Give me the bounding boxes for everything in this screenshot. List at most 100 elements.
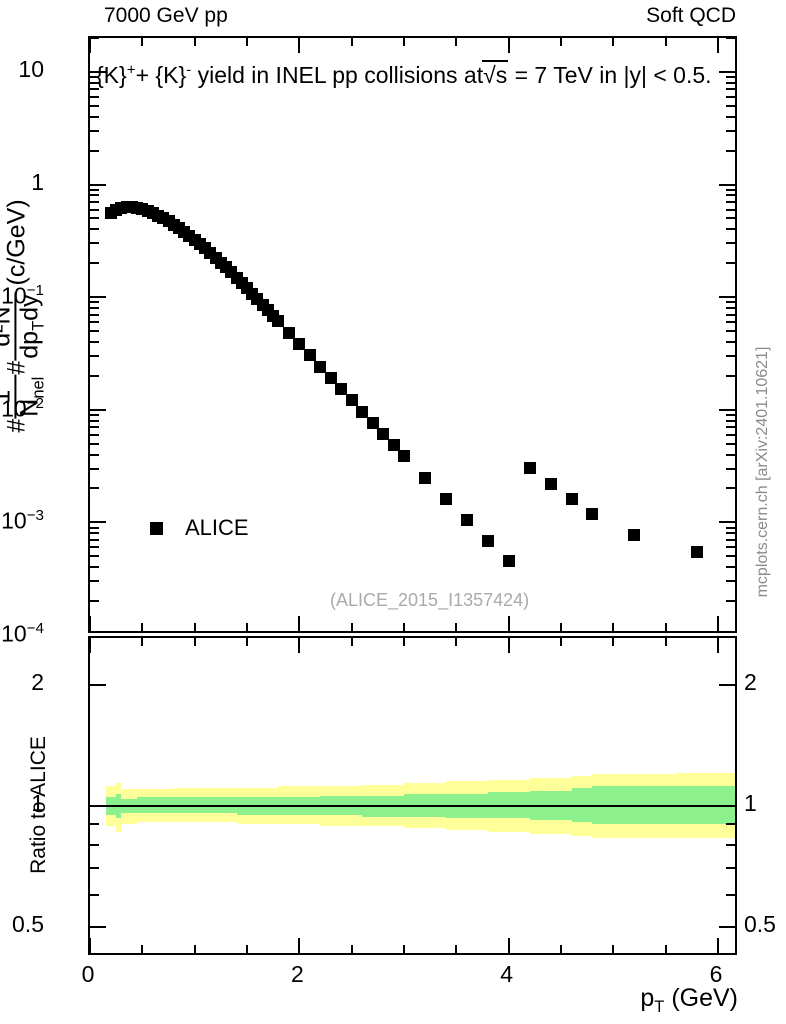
- main-x-tick-top: [664, 38, 667, 46]
- x-axis-title: pT (GeV): [640, 984, 738, 1017]
- x-axis-title-unit: (GeV): [664, 984, 738, 1012]
- main-y-tick-right: [726, 88, 735, 91]
- main-y-tick-right: [726, 115, 735, 118]
- data-point-marker: [565, 493, 578, 506]
- x-axis-title-sub: T: [654, 998, 665, 1016]
- main-y-tick-left: [90, 262, 99, 265]
- ratio-x-tick-bottom: [560, 945, 563, 953]
- main-y-tick-right: [726, 188, 735, 191]
- data-point-marker: [293, 337, 306, 350]
- main-y-tick-right: [726, 76, 735, 79]
- ratio-y-tick-right: [726, 823, 735, 826]
- main-y-tick-left: [90, 555, 99, 558]
- main-y-tick-left: [90, 330, 99, 333]
- ratio-x-tick-bottom: [717, 938, 720, 953]
- main-x-tick-bottom: [560, 623, 563, 631]
- main-x-tick-bottom: [298, 616, 301, 631]
- main-y-tick-right: [726, 38, 735, 39]
- source-credit-sidetext: mcplots.cern.ch [arXiv:2401.10621]: [748, 322, 778, 622]
- main-y-tick-right: [726, 217, 735, 220]
- data-point-marker: [481, 534, 494, 547]
- y-axis-title-den2-sub: T: [29, 320, 48, 331]
- main-x-tick-top: [717, 38, 720, 53]
- data-point-marker: [356, 405, 369, 418]
- analysis-id-watermark: (ALICE_2015_I1357424): [330, 590, 530, 610]
- ratio-x-tick-top: [455, 638, 458, 646]
- main-x-tick-bottom: [141, 623, 144, 631]
- data-point-marker: [398, 450, 411, 463]
- main-x-tick-bottom: [507, 616, 510, 631]
- main-y-tick-left: [90, 194, 99, 197]
- main-y-tick-left: [90, 546, 99, 549]
- main-y-tick-left: [90, 538, 99, 541]
- data-point-marker: [387, 439, 400, 452]
- ratio-y-tick-label: 0.5: [12, 910, 44, 937]
- ratio-x-tick-top: [350, 638, 353, 646]
- main-x-tick-top: [246, 38, 249, 46]
- main-y-tick-left: [90, 38, 99, 39]
- main-y-tick-right: [726, 262, 735, 265]
- ratio-x-tick-top: [664, 638, 667, 646]
- main-x-tick-bottom: [90, 616, 91, 631]
- main-y-tick-left: [90, 104, 99, 107]
- main-y-tick-left: [90, 296, 106, 299]
- ratio-y-tick-right: [726, 843, 735, 846]
- main-y-tick-right: [726, 374, 735, 377]
- main-y-tick-right: [726, 532, 735, 535]
- main-y-tick-right: [726, 413, 735, 416]
- ratio-x-tick-top: [717, 638, 720, 653]
- main-y-tick-left: [90, 95, 99, 98]
- plot-title-p4: = 7 TeV in |y| < 0.5: [508, 62, 706, 88]
- main-y-tick-right: [726, 340, 735, 343]
- data-point-marker: [418, 471, 431, 484]
- main-y-tick-left: [90, 188, 99, 191]
- main-y-tick-left: [90, 129, 99, 132]
- ratio-plot-panel: [88, 636, 737, 955]
- main-y-tick-label: 10−3: [1, 507, 44, 535]
- data-point-marker: [314, 360, 327, 373]
- ratio-x-tick-top: [246, 638, 249, 646]
- main-y-tick-right: [726, 194, 735, 197]
- main-y-tick-right: [726, 538, 735, 541]
- x-tick-label: 2: [290, 961, 304, 987]
- ratio-y-tick-right: [719, 925, 735, 928]
- ratio-y-tick-left: [90, 925, 106, 928]
- main-y-tick-right: [726, 580, 735, 583]
- ratio-x-tick-top: [298, 638, 301, 653]
- data-point-marker: [439, 493, 452, 506]
- main-y-tick-left: [90, 242, 99, 245]
- plot-title-sup1: +: [126, 61, 136, 79]
- main-plot-panel: [88, 36, 737, 633]
- main-plot-area: [90, 38, 735, 631]
- plot-title-p5: .: [705, 62, 712, 88]
- ratio-x-tick-top: [560, 638, 563, 646]
- legend[interactable]: ALICE: [150, 515, 249, 541]
- main-y-tick-left: [90, 149, 99, 152]
- main-y-tick-right: [726, 321, 735, 324]
- plot-title-p3: yield in INEL pp collisions at: [191, 62, 484, 88]
- main-y-tick-right: [719, 70, 735, 73]
- x-axis-title-base: p: [640, 984, 655, 1012]
- main-y-tick-left: [90, 580, 99, 583]
- main-y-tick-left: [90, 487, 99, 490]
- main-x-tick-bottom: [350, 623, 353, 631]
- data-point-marker: [335, 383, 348, 396]
- main-y-tick-right: [726, 200, 735, 203]
- data-point-marker: [324, 371, 337, 384]
- main-y-tick-left: [90, 321, 99, 324]
- main-y-tick-right: [726, 453, 735, 456]
- ratio-y-tick-right: [726, 893, 735, 896]
- main-x-tick-top: [193, 38, 196, 46]
- ratio-x-tick-bottom: [403, 945, 406, 953]
- main-y-tick-left: [90, 600, 99, 603]
- ratio-y-tick-right: [719, 804, 735, 807]
- main-x-tick-bottom: [246, 623, 249, 631]
- main-y-tick-left: [90, 521, 106, 524]
- ratio-y-tick-left: [90, 843, 99, 846]
- ratio-y-tick-left: [90, 866, 99, 869]
- main-y-tick-right: [726, 330, 735, 333]
- main-y-tick-left: [90, 307, 99, 310]
- main-y-tick-left: [90, 115, 99, 118]
- main-y-tick-left: [90, 453, 99, 456]
- main-y-tick-left: [90, 526, 99, 529]
